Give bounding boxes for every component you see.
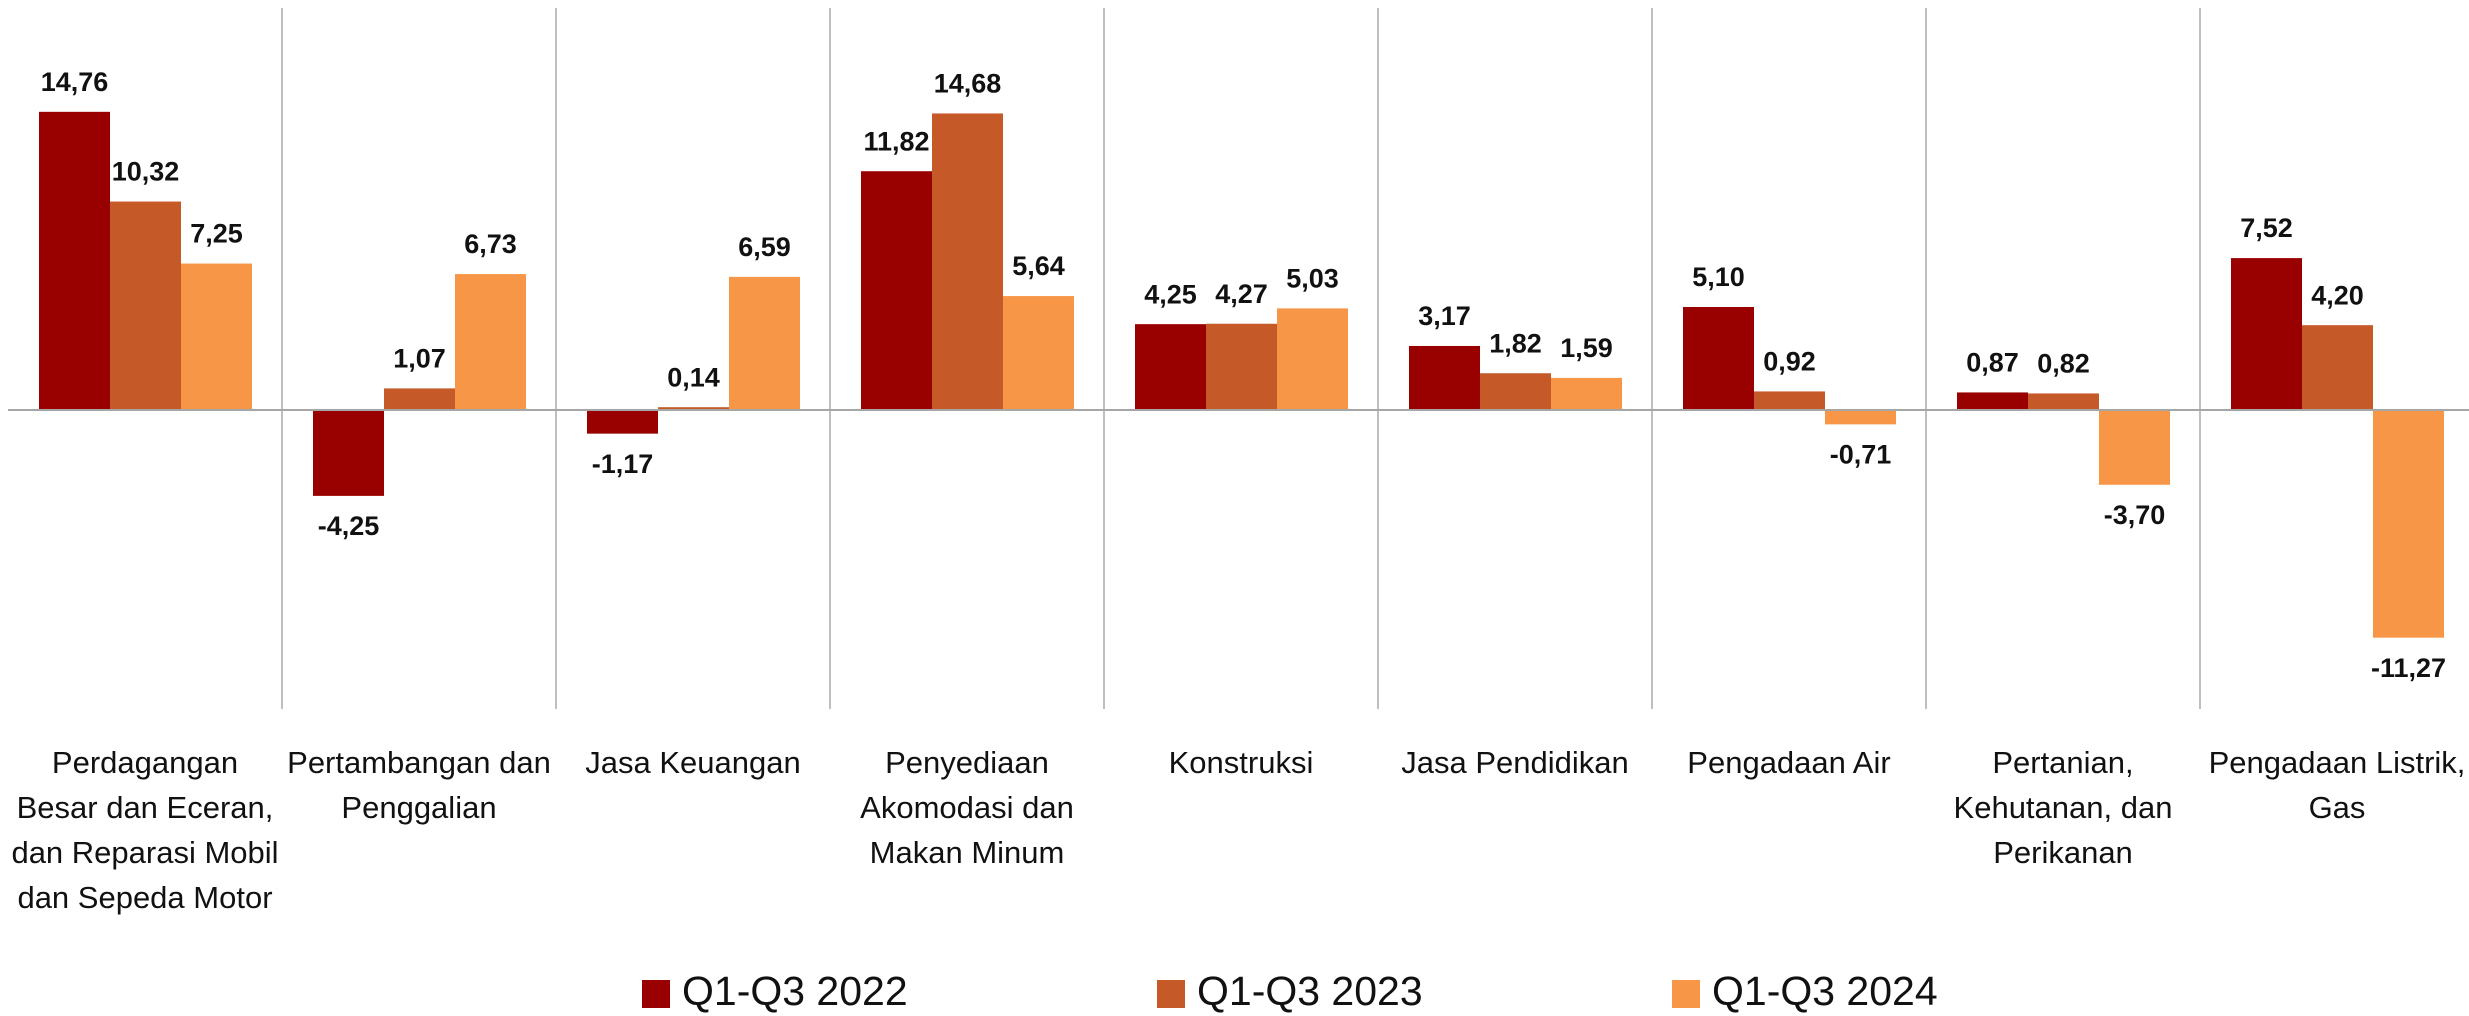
data-label: 3,17 — [1418, 301, 1471, 331]
data-label: -11,27 — [2371, 653, 2446, 683]
legend-swatch — [1672, 980, 1700, 1008]
bar — [2373, 410, 2444, 638]
bar — [1480, 373, 1551, 411]
data-label: 11,82 — [863, 126, 929, 156]
category-label: Perdagangan Besar dan Eceran, dan Repara… — [11, 745, 279, 915]
data-label: -1,17 — [592, 449, 654, 479]
data-label: 1,82 — [1489, 328, 1542, 358]
category-label: Jasa Pendidikan — [1401, 745, 1629, 780]
bar — [861, 171, 932, 411]
category-label: Pengadaan Listrik, Gas — [2208, 745, 2466, 825]
data-label: 14,68 — [934, 69, 1002, 99]
bar — [1277, 308, 1348, 411]
bar — [729, 276, 800, 411]
category-label: Pertambangan dan Penggalian — [287, 745, 551, 825]
bar — [1754, 391, 1825, 411]
legend-label: Q1-Q3 2023 — [1197, 968, 1423, 1014]
bar — [2028, 393, 2099, 411]
data-label: 5,10 — [1692, 262, 1745, 292]
bar — [587, 410, 658, 434]
legend-swatch — [642, 980, 670, 1008]
bar — [1206, 323, 1277, 411]
bar — [932, 113, 1003, 411]
category-label: Jasa Keuangan — [585, 745, 801, 780]
data-label: 7,52 — [2240, 213, 2293, 243]
data-label: 0,14 — [667, 362, 720, 392]
bar — [181, 263, 252, 411]
bar — [39, 111, 110, 411]
data-label: -0,71 — [1830, 439, 1892, 469]
bar — [384, 388, 455, 411]
category-label: Penyediaan Akomodasi dan Makan Minum — [860, 745, 1074, 870]
bar — [1135, 324, 1206, 411]
bar — [2231, 258, 2302, 411]
data-label: 6,73 — [464, 229, 517, 259]
data-label: 4,27 — [1215, 279, 1268, 309]
bar — [1825, 410, 1896, 425]
bar — [658, 407, 729, 411]
bar — [2302, 325, 2373, 411]
bar — [110, 201, 181, 411]
data-label: 0,92 — [1763, 347, 1816, 377]
legend-label: Q1-Q3 2024 — [1712, 968, 1938, 1014]
category-label: Pertanian, Kehutanan, dan Perikanan — [1953, 745, 2173, 870]
data-label: 5,64 — [1012, 251, 1065, 281]
data-label: -3,70 — [2104, 500, 2166, 530]
bar — [1409, 345, 1480, 411]
data-label: 1,59 — [1560, 333, 1613, 363]
bar — [455, 274, 526, 411]
bar — [1551, 377, 1622, 411]
legend-swatch — [1157, 980, 1185, 1008]
category-label: Pengadaan Air — [1687, 745, 1891, 780]
data-label: 14,76 — [41, 67, 109, 97]
category-label: Konstruksi — [1168, 745, 1314, 780]
data-label: 0,87 — [1966, 348, 2019, 378]
bar — [1003, 296, 1074, 411]
data-label: 4,25 — [1144, 279, 1197, 309]
bar — [313, 410, 384, 496]
data-label: 4,20 — [2311, 280, 2364, 310]
data-label: 10,32 — [112, 157, 180, 187]
data-label: 5,03 — [1286, 264, 1339, 294]
bar — [1683, 306, 1754, 411]
legend-label: Q1-Q3 2022 — [682, 968, 908, 1014]
bar — [2099, 410, 2170, 485]
data-label: 7,25 — [190, 219, 243, 249]
data-label: 6,59 — [738, 232, 791, 262]
data-label: 1,07 — [393, 344, 446, 374]
data-label: -4,25 — [318, 511, 380, 541]
bar — [1957, 392, 2028, 411]
data-label: 0,82 — [2037, 349, 2090, 379]
